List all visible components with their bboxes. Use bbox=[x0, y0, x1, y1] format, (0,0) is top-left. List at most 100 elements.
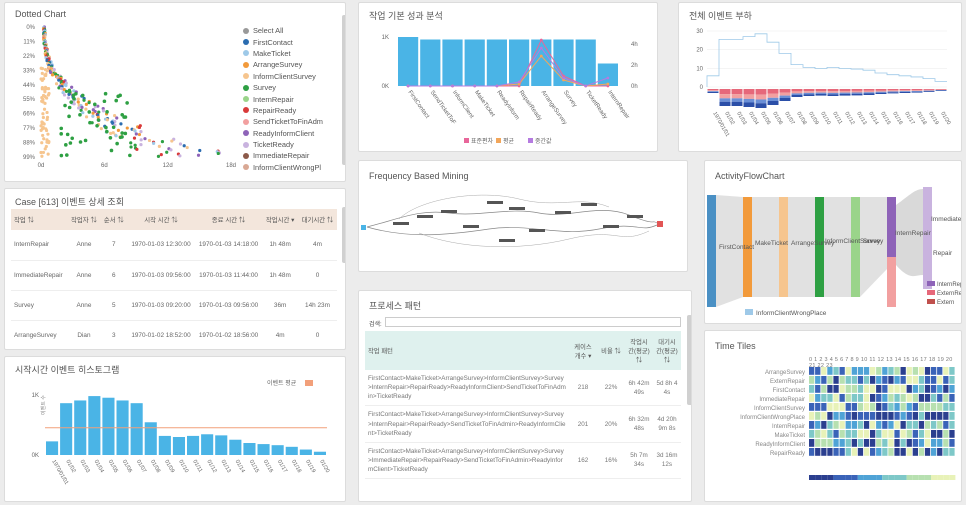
tile-cell[interactable] bbox=[870, 448, 876, 456]
load-stack-bar[interactable] bbox=[935, 89, 947, 91]
load-stack-bar[interactable] bbox=[887, 90, 899, 92]
load-stack-bar[interactable] bbox=[755, 94, 767, 100]
process-header[interactable]: 작업 패턴 bbox=[365, 331, 569, 370]
load-stack-bar[interactable] bbox=[863, 92, 875, 94]
tile-cell[interactable] bbox=[912, 430, 918, 438]
tile-cell[interactable] bbox=[833, 448, 839, 456]
load-stack-bar[interactable] bbox=[839, 92, 851, 94]
load-stack-bar[interactable] bbox=[791, 91, 803, 94]
load-stack-bar[interactable] bbox=[779, 89, 791, 93]
tile-cell[interactable] bbox=[839, 439, 845, 447]
hist-bar[interactable] bbox=[271, 445, 284, 455]
tile-cell[interactable] bbox=[894, 403, 900, 411]
perf-bar[interactable] bbox=[442, 39, 463, 87]
tile-cell[interactable] bbox=[870, 412, 876, 420]
tile-cell[interactable] bbox=[821, 448, 827, 456]
tile-cell[interactable] bbox=[827, 385, 833, 393]
tile-cell[interactable] bbox=[870, 376, 876, 384]
tile-cell[interactable] bbox=[815, 430, 821, 438]
load-stack-bar[interactable] bbox=[719, 89, 731, 95]
hist-bar[interactable] bbox=[229, 439, 242, 455]
tile-cell[interactable] bbox=[888, 439, 894, 447]
tile-cell[interactable] bbox=[809, 394, 815, 402]
tile-cell[interactable] bbox=[876, 421, 882, 429]
flow-node[interactable] bbox=[887, 257, 896, 307]
legend-item[interactable]: InformClientWrongPl bbox=[243, 162, 345, 173]
tile-cell[interactable] bbox=[918, 430, 925, 438]
tile-cell[interactable] bbox=[912, 421, 918, 429]
load-stack-bar[interactable] bbox=[791, 89, 803, 92]
tile-cell[interactable] bbox=[900, 367, 906, 375]
load-stack-bar[interactable] bbox=[779, 98, 791, 101]
legend-item[interactable]: ArrangeSurvey bbox=[243, 59, 345, 70]
tile-cell[interactable] bbox=[851, 421, 857, 429]
perf-bar[interactable] bbox=[398, 37, 419, 86]
hist-bar[interactable] bbox=[130, 403, 143, 455]
load-stack-bar[interactable] bbox=[791, 93, 803, 95]
perf-bar[interactable] bbox=[420, 39, 441, 87]
tile-cell[interactable] bbox=[876, 385, 882, 393]
tile-cell[interactable] bbox=[857, 394, 864, 402]
tile-cell[interactable] bbox=[863, 412, 870, 420]
tile-cell[interactable] bbox=[943, 421, 949, 429]
load-stack-bar[interactable] bbox=[803, 94, 815, 96]
tile-cell[interactable] bbox=[833, 439, 839, 447]
tile-cell[interactable] bbox=[931, 430, 937, 438]
tile-cell[interactable] bbox=[833, 385, 839, 393]
load-stack-bar[interactable] bbox=[707, 89, 719, 91]
tile-cell[interactable] bbox=[894, 385, 900, 393]
perf-bar[interactable] bbox=[509, 39, 530, 87]
tile-cell[interactable] bbox=[888, 376, 894, 384]
tile-cell[interactable] bbox=[943, 367, 949, 375]
process-row[interactable]: FirstContact>MakeTicket>ArrangeSurvey>In… bbox=[365, 405, 681, 443]
tile-cell[interactable] bbox=[888, 403, 894, 411]
tile-cell[interactable] bbox=[912, 376, 918, 384]
case-header[interactable]: 작업시간 ▾ bbox=[262, 209, 298, 230]
load-stack-bar[interactable] bbox=[827, 94, 839, 96]
load-stack-bar[interactable] bbox=[863, 90, 875, 93]
load-stack-bar[interactable] bbox=[815, 92, 827, 94]
tile-cell[interactable] bbox=[876, 412, 882, 420]
tile-cell[interactable] bbox=[809, 448, 815, 456]
tile-cell[interactable] bbox=[882, 430, 888, 438]
tile-cell[interactable] bbox=[924, 448, 931, 456]
tile-cell[interactable] bbox=[888, 385, 894, 393]
load-stack-bar[interactable] bbox=[851, 93, 863, 96]
process-map[interactable] bbox=[359, 189, 688, 269]
tile-cell[interactable] bbox=[918, 376, 925, 384]
tile-cell[interactable] bbox=[821, 367, 827, 375]
load-stack-bar[interactable] bbox=[743, 94, 755, 99]
legend-item[interactable]: ImmediateRepair bbox=[243, 150, 345, 161]
load-stack-bar[interactable] bbox=[899, 91, 911, 92]
tile-cell[interactable] bbox=[809, 421, 815, 429]
tile-cell[interactable] bbox=[833, 421, 839, 429]
hist-bar[interactable] bbox=[285, 446, 298, 455]
legend-item[interactable]: MakeTicket bbox=[243, 48, 345, 59]
tile-cell[interactable] bbox=[833, 394, 839, 402]
tile-cell[interactable] bbox=[949, 394, 955, 402]
tile-cell[interactable] bbox=[857, 385, 864, 393]
tile-cell[interactable] bbox=[851, 403, 857, 411]
process-header[interactable]: 비율 ⇅ bbox=[597, 331, 625, 370]
tile-cell[interactable] bbox=[912, 439, 918, 447]
legend-item[interactable]: TicketReady bbox=[243, 139, 345, 150]
load-stack-bar[interactable] bbox=[839, 93, 851, 96]
load-stack-bar[interactable] bbox=[839, 90, 851, 93]
tile-cell[interactable] bbox=[949, 385, 955, 393]
hist-bar[interactable] bbox=[313, 451, 326, 455]
case-row[interactable]: ArrangeSurvey Dian 3 1970-01-02 18:52:00 197… bbox=[11, 320, 337, 349]
tile-cell[interactable] bbox=[863, 430, 870, 438]
tile-cell[interactable] bbox=[821, 376, 827, 384]
tile-cell[interactable] bbox=[894, 394, 900, 402]
tile-cell[interactable] bbox=[912, 403, 918, 411]
tile-cell[interactable] bbox=[870, 430, 876, 438]
hist-bar[interactable] bbox=[102, 397, 115, 455]
tile-cell[interactable] bbox=[833, 403, 839, 411]
hist-bar[interactable] bbox=[215, 435, 228, 455]
tile-cell[interactable] bbox=[882, 376, 888, 384]
tile-cell[interactable] bbox=[894, 430, 900, 438]
tile-cell[interactable] bbox=[906, 430, 912, 438]
load-stack-bar[interactable] bbox=[707, 90, 719, 92]
tile-cell[interactable] bbox=[863, 376, 870, 384]
load-stack-bar[interactable] bbox=[911, 89, 923, 91]
